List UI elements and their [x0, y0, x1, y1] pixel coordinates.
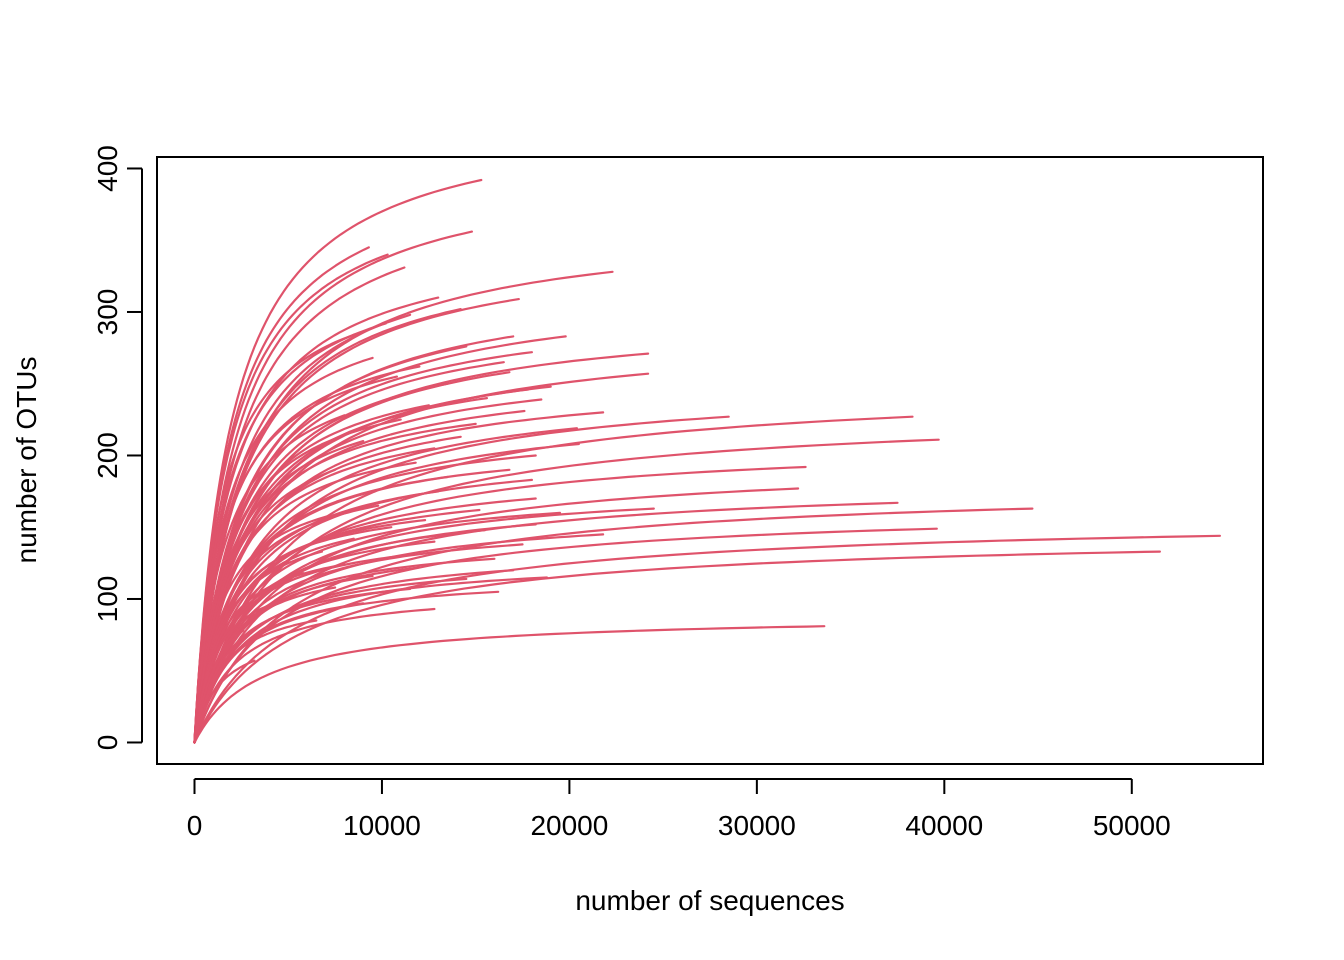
rarefaction-curve: [193, 629, 245, 744]
y-tick-label: 300: [92, 289, 123, 336]
y-axis: 0 100 200 300 400: [92, 145, 143, 751]
x-tick-label: 20000: [530, 810, 608, 841]
plot-frame: [156, 156, 1264, 765]
y-tick-label: 100: [92, 576, 123, 623]
y-tick-label: 400: [92, 145, 123, 192]
x-axis-title: number of sequences: [575, 885, 844, 916]
y-tick-label: 200: [92, 432, 123, 479]
y-axis-title: number of OTUs: [11, 357, 42, 564]
x-tick-label: 40000: [905, 810, 983, 841]
x-tick-label: 10000: [343, 810, 421, 841]
x-axis: 0 10000 20000 30000 40000 50000: [187, 778, 1171, 841]
x-tick-label: 0: [187, 810, 203, 841]
curves-layer: [193, 178, 1221, 744]
x-tick-label: 50000: [1093, 810, 1171, 841]
rarefaction-curve: [193, 527, 938, 744]
y-tick-label: 0: [92, 735, 123, 751]
rarefaction-curve: [193, 625, 826, 744]
x-tick-label: 30000: [718, 810, 796, 841]
rarefaction-curve: [193, 550, 1161, 744]
